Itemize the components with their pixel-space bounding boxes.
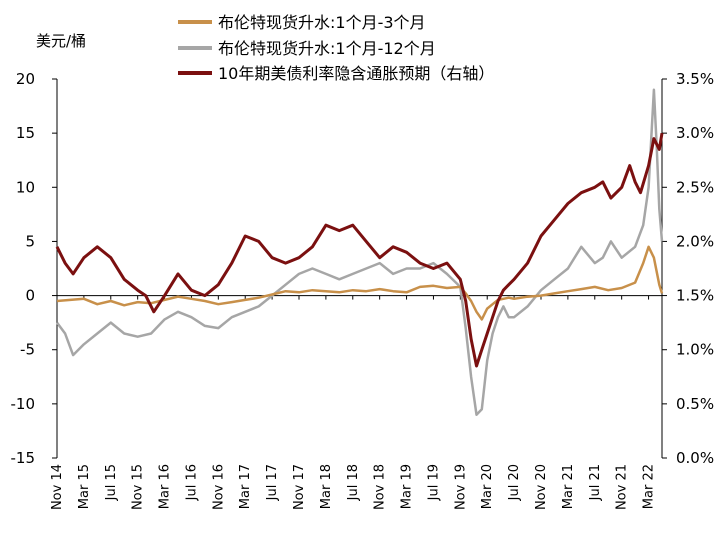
x-tick-label: Mar 22 <box>642 464 657 509</box>
x-tick-label: Nov 17 <box>292 464 307 510</box>
left-axis-ticks: -15 -10 -5 0 5 10 15 20 <box>11 70 57 467</box>
x-tick-label: Mar 15 <box>77 464 92 509</box>
series-line-2 <box>55 88 664 416</box>
left-tick-label: -15 <box>11 449 36 467</box>
right-axis-ticks: 0.0% 0.5% 1.0% 1.5% 2.0% 2.5% 3.0% 3.5% <box>662 70 714 467</box>
series-line-3 <box>55 132 664 368</box>
x-tick-label: Mar 21 <box>561 464 576 509</box>
x-tick-label: Mar 17 <box>238 464 253 509</box>
x-tick-label: Nov 21 <box>615 464 630 510</box>
x-tick-label: Jul 17 <box>265 464 280 501</box>
x-tick-label: Nov 14 <box>50 464 65 510</box>
x-tick-label: Mar 16 <box>158 464 173 509</box>
legend-entry-spot-premium-1-12: 布伦特现货升水:1个月-12个月 <box>178 39 436 58</box>
axes <box>56 79 663 458</box>
x-tick-label: Nov 15 <box>131 464 146 510</box>
legend-entry-breakeven: 10年期美债利率隐含通胀预期（右轴） <box>178 64 494 83</box>
x-tick-label: Mar 20 <box>480 464 495 509</box>
right-tick-label: 2.5% <box>676 178 714 196</box>
right-tick-label: 2.0% <box>676 232 714 250</box>
x-tick-label: Jul 16 <box>184 464 199 501</box>
x-tick-label: Nov 19 <box>453 464 468 510</box>
left-tick-label: 5 <box>25 232 35 250</box>
legend-label-series-2: 布伦特现货升水:1个月-12个月 <box>218 39 436 58</box>
x-tick-label: Mar 18 <box>319 464 334 509</box>
right-tick-label: 0.0% <box>676 449 714 467</box>
legend: 布伦特现货升水:1个月-3个月 布伦特现货升水:1个月-12个月 10年期美债利… <box>178 13 494 83</box>
legend-entry-spot-premium-1-3: 布伦特现货升水:1个月-3个月 <box>178 13 426 32</box>
x-axis-ticks: Nov 14 Mar 15 Jul 15 Nov 15 Mar 16 Jul 16 Nov … <box>50 295 657 510</box>
right-tick-label: 0.5% <box>676 395 714 413</box>
x-tick-label: Nov 16 <box>211 464 226 510</box>
series-layer <box>55 88 664 416</box>
x-tick-label: Jul 18 <box>346 464 361 501</box>
left-tick-label: 20 <box>16 70 35 88</box>
right-tick-label: 1.0% <box>676 341 714 359</box>
right-tick-label: 3.0% <box>676 124 714 142</box>
x-tick-label: Jul 20 <box>507 464 522 501</box>
left-tick-label: 0 <box>25 287 35 305</box>
x-tick-label: Jul 21 <box>588 464 603 501</box>
x-tick-label: Nov 18 <box>373 464 388 510</box>
x-tick-label: Mar 19 <box>400 464 415 509</box>
legend-label-series-3: 10年期美债利率隐含通胀预期（右轴） <box>218 64 494 83</box>
left-tick-label: -5 <box>20 341 35 359</box>
left-tick-label: 10 <box>16 178 35 196</box>
x-tick-label: Nov 20 <box>534 464 549 510</box>
left-tick-label: 15 <box>16 124 35 142</box>
left-axis-unit: 美元/桶 <box>36 32 86 50</box>
left-tick-label: -10 <box>11 395 36 413</box>
x-tick-label: Jul 15 <box>104 464 119 501</box>
x-tick-label: Jul 19 <box>426 464 441 501</box>
right-tick-label: 1.5% <box>676 287 714 305</box>
series-line-1 <box>56 245 664 321</box>
right-tick-label: 3.5% <box>676 70 714 88</box>
legend-label-series-1: 布伦特现货升水:1个月-3个月 <box>218 13 426 32</box>
